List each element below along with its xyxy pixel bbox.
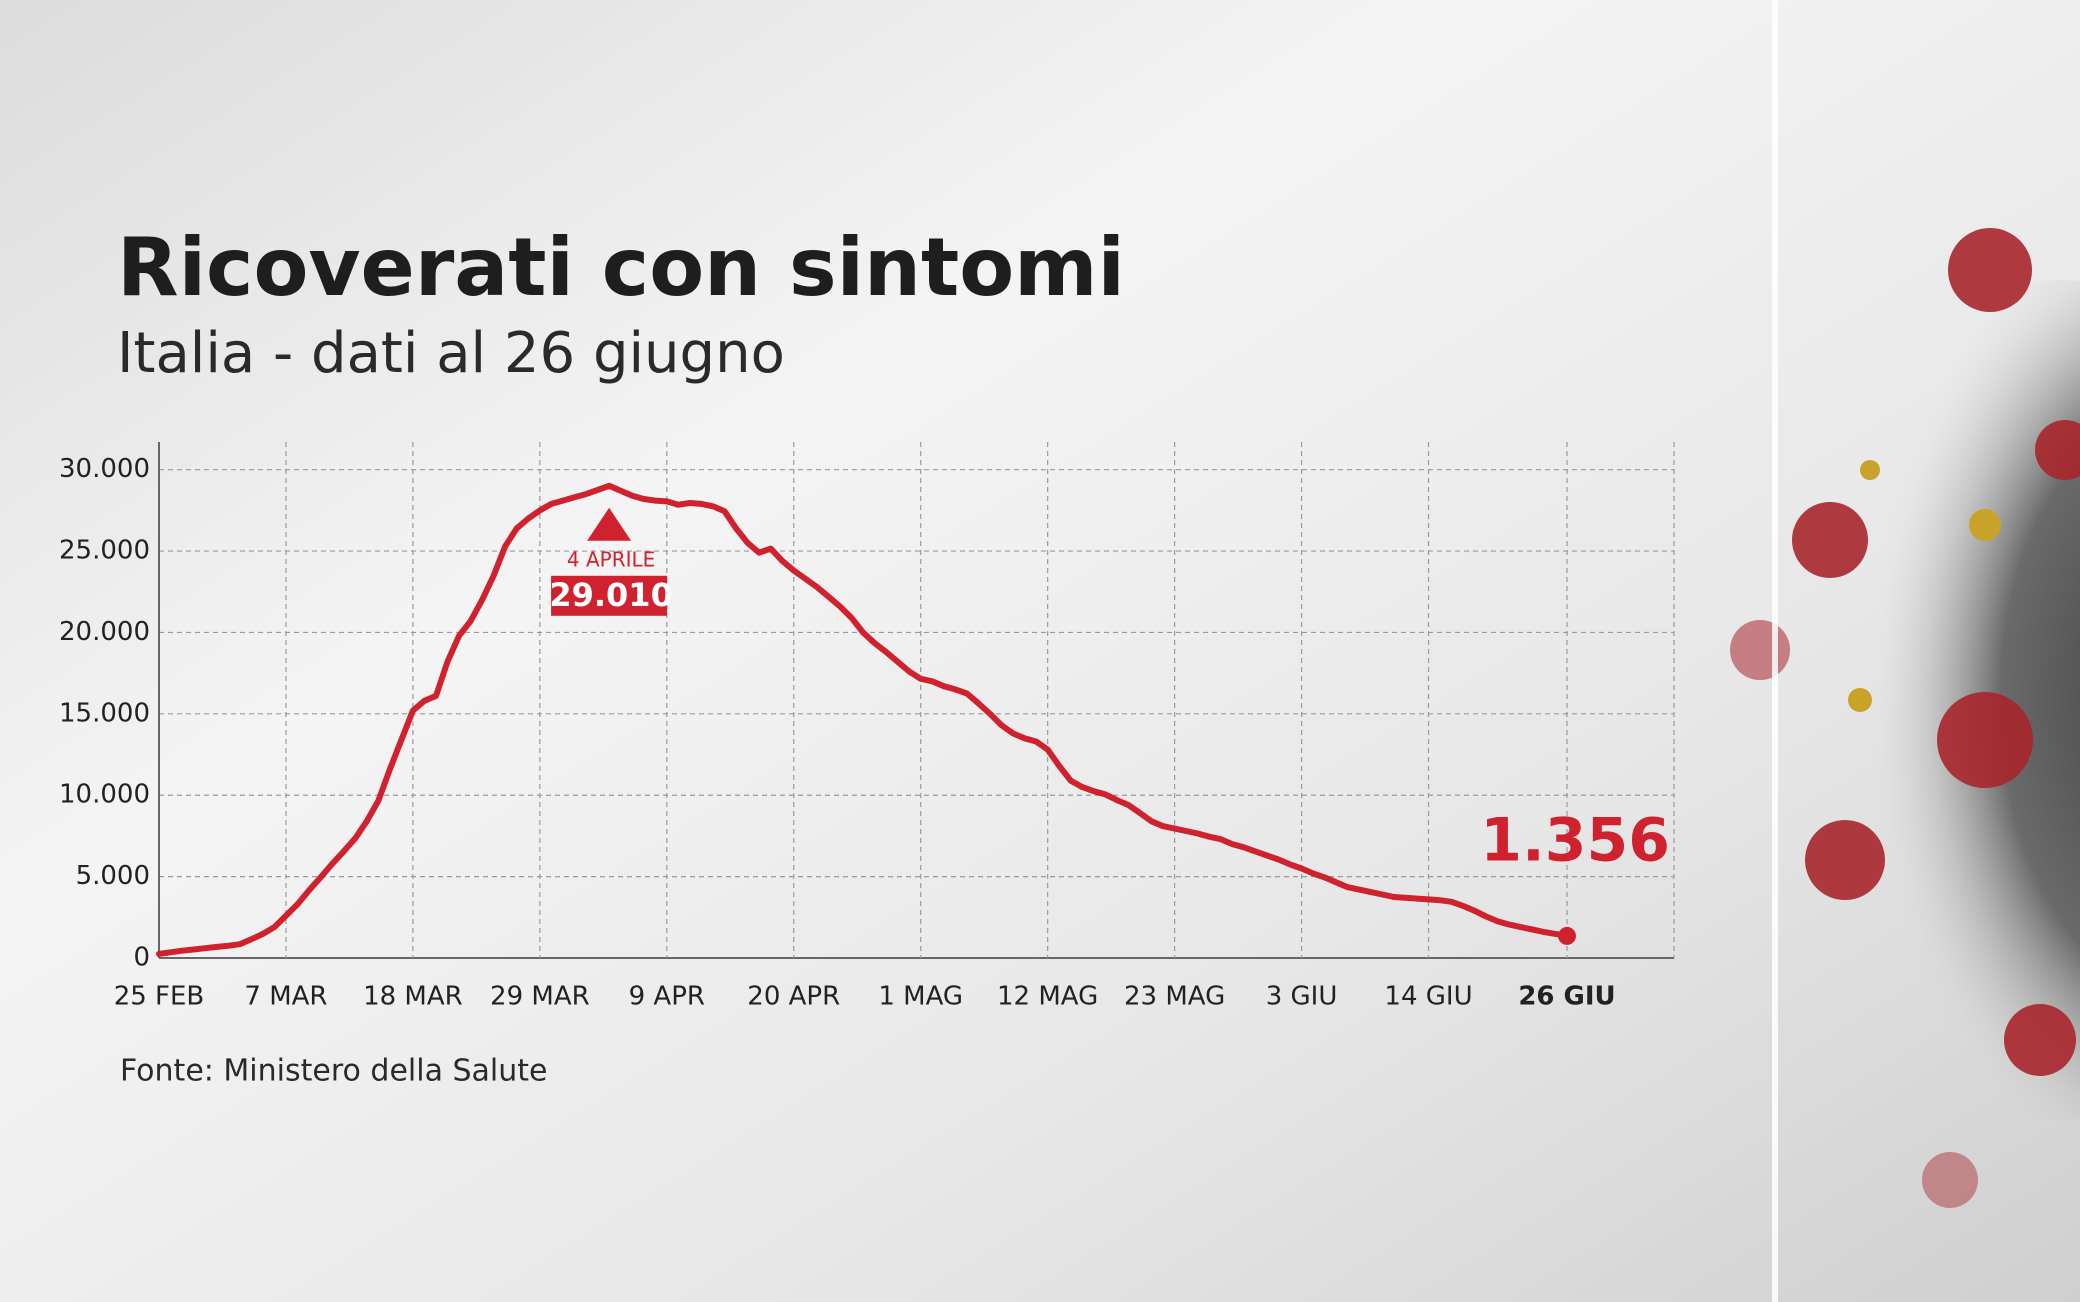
y-tick-label: 15.000 [59, 698, 150, 728]
source: Fonte: Ministero della Salute [120, 1054, 548, 1089]
virus-dots [1848, 460, 2001, 712]
x-tick-label: 18 MAR [363, 982, 463, 1012]
x-tick-label: 12 MAG [997, 982, 1098, 1012]
peak-marker [587, 507, 632, 541]
y-tick-label: 20.000 [59, 617, 150, 647]
y-tick-label: 0 [133, 943, 150, 973]
y-tick-label: 10.000 [59, 780, 150, 810]
data-line [156, 482, 1570, 957]
x-tick-label: 20 APR [747, 982, 840, 1012]
divider [1772, 0, 1778, 1302]
chart-title: Ricoverati con sintomi [117, 221, 1125, 314]
value-label: 29.010 [549, 576, 672, 614]
end-point [1558, 926, 1576, 945]
x-tick-label: 9 APR [629, 982, 705, 1012]
x-tick-label: 3 GIU [1266, 982, 1338, 1012]
virus-image [1790, 280, 2080, 1120]
y-tick-label: 5.000 [76, 861, 150, 891]
x-tick-label: 7 MAR [244, 982, 327, 1012]
x-tick-label: 1 MAG [878, 982, 963, 1012]
chart-subtitle: Italia - dati al 26 giugno [117, 321, 785, 386]
x-tick-label: 14 GIU [1384, 982, 1472, 1012]
y-tick-label: 30.000 [59, 454, 150, 484]
y-tick-label: 25.000 [59, 536, 150, 566]
x-tick-label: 25 FEB [114, 982, 205, 1012]
x-tick-label: 26 GIU [1518, 982, 1615, 1012]
value-label: 1.356 [1480, 806, 1670, 876]
plot-area: 0 5.000 10.000 15.000 20.000 25.000 30.000 25 F… [59, 442, 1675, 1012]
peak-annotation: 4 APRILE [567, 547, 655, 571]
x-tick-label: 29 MAR [490, 982, 590, 1012]
value-label-box [551, 575, 668, 616]
x-tick-label: 23 MAG [1124, 982, 1225, 1012]
